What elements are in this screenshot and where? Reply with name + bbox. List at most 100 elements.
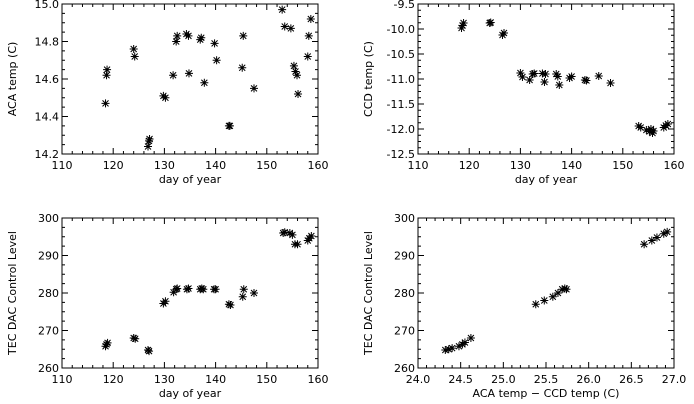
y-tick-label: -11.5 [387,98,415,111]
data-point [184,31,193,40]
data-point [460,338,469,347]
data-point [184,69,193,78]
data-point [606,79,615,87]
data-point [224,300,233,309]
data-point [552,70,561,78]
y-tick-label: 14.4 [35,111,60,124]
x-tick-label: 140 [205,373,226,386]
data-point [441,346,450,354]
y-tick-label: 270 [394,325,415,338]
data-point [184,284,193,293]
data-point [210,39,219,48]
data-point [663,120,672,128]
plot-frame [61,3,319,155]
x-tick-label: 110 [408,159,429,172]
data-point [304,31,313,40]
data-point [173,31,182,40]
x-tick-label: 150 [256,159,277,172]
data-point [562,285,571,294]
data-point [197,33,206,42]
y-tick-label: 300 [394,212,415,225]
y-tick-label: -10.5 [387,48,415,61]
data-point [293,71,302,80]
data-point [212,56,221,65]
y-tick-label: 14.2 [35,148,60,161]
y-tick-label: 280 [394,287,415,300]
data-point [131,334,140,343]
plot-frame [61,217,319,369]
data-point [161,93,170,102]
data-point [280,22,289,31]
x-tick-label: 24.5 [448,373,473,386]
x-tick-label: 120 [103,373,124,386]
chart-panel-4: 24.0 24.5 25.0 25.5 26.0 26.5 27.0 260 270 280 290… [362,212,686,400]
data-point [659,229,668,238]
data-point [548,292,557,301]
data-point [458,21,467,30]
data-point [239,31,248,40]
x-tick-label: 150 [256,373,277,386]
data-point [594,72,603,80]
x-tick-label: 120 [103,159,124,172]
data-point [291,67,300,76]
data-point [288,230,297,239]
data-point [540,296,549,305]
data-point [102,71,111,80]
data-point [294,90,303,98]
y-tick-label: 290 [38,250,59,263]
data-point [182,285,191,294]
data-point [553,289,562,297]
x-tick-label: 26.0 [576,373,601,386]
data-point [103,338,112,347]
y-tick-label: -12.0 [387,123,415,136]
data-point [530,69,539,78]
y-tick-label: -10.0 [387,23,415,36]
y-axis-label: CCD temp (C) [362,41,375,117]
data-point [130,52,139,61]
data-point [553,72,562,81]
data-point [196,35,205,44]
data-point [642,126,651,134]
x-tick-label: 27.0 [662,373,687,386]
data-point [250,289,258,297]
data-point [518,73,527,81]
data-point [555,81,564,89]
x-tick-label: 25.0 [491,373,516,386]
data-point [516,69,525,77]
data-point [648,129,657,137]
data-point [103,65,112,74]
data-point [169,71,178,80]
y-tick-label: 15.0 [35,0,60,11]
data-point [457,24,466,32]
y-axis-label: TEC DAC Control Level [362,231,375,356]
data-point [129,45,138,53]
data-point [636,123,645,132]
x-axis-label: day of year [159,173,222,186]
data-point [444,345,453,354]
chart-panel-1: 110 120 130 140 150 160 14.2 14.4 14.6 14.8 15.0 da… [6,0,329,186]
data-point [448,344,457,353]
data-point [211,285,220,294]
x-tick-label: 130 [510,159,531,172]
x-tick-label: 130 [154,159,175,172]
data-point [640,240,649,249]
y-tick-label: 260 [38,362,59,375]
x-tick-label: 160 [308,159,329,172]
y-tick-label: -11.0 [387,73,415,86]
data-point [172,37,181,46]
y-tick-label: 260 [394,362,415,375]
data-point [486,18,495,27]
y-tick-label: 280 [38,287,59,300]
x-tick-label: 24.0 [406,373,431,386]
data-point [540,78,549,86]
plot-frame [417,3,675,155]
data-point [225,121,234,130]
y-tick-label: -12.5 [387,148,415,161]
x-axis-label: ACA temp − CCD temp (C) [473,387,620,400]
data-point [278,5,287,14]
data-point [129,334,138,342]
data-point [541,70,550,78]
data-point [303,52,312,61]
x-tick-label: 110 [52,159,73,172]
